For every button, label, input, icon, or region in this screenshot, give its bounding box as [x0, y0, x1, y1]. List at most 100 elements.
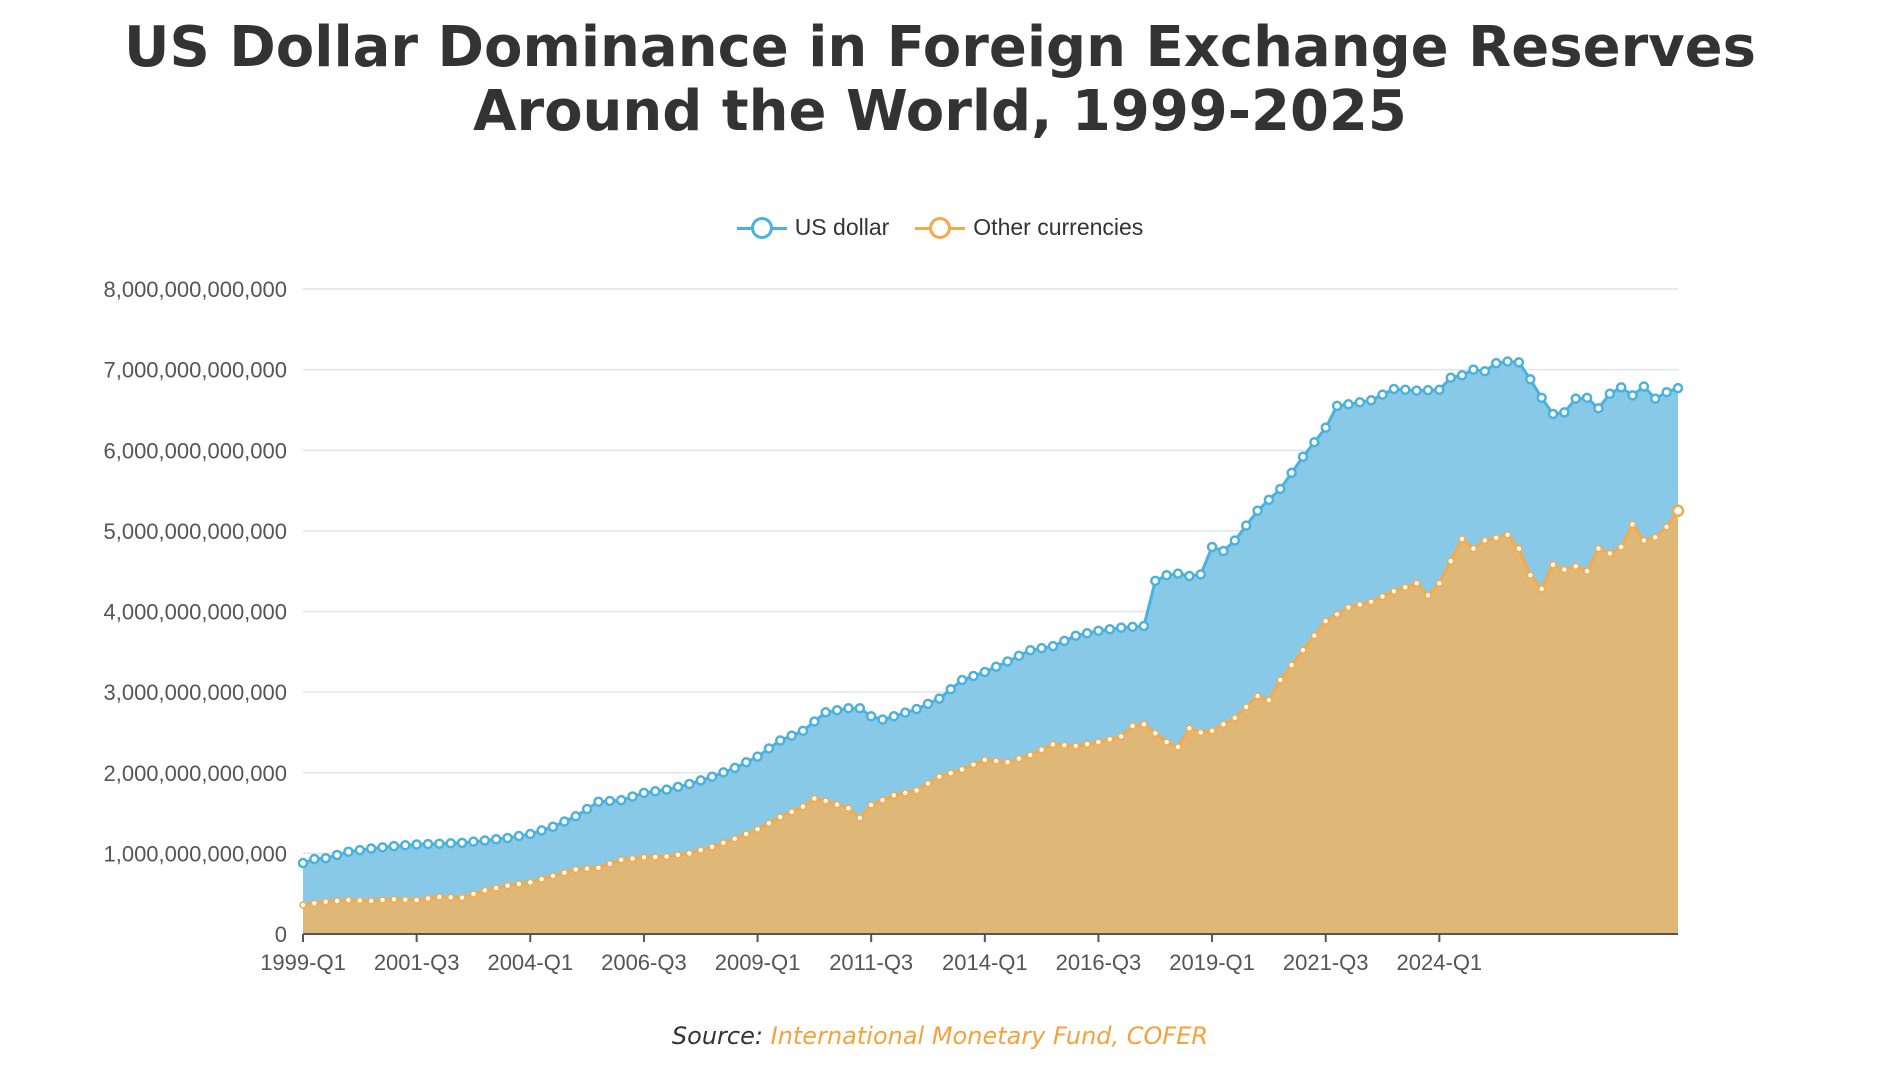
data-point-usd: [831, 705, 843, 716]
data-point-other: [1503, 531, 1512, 539]
data-point-other: [765, 819, 773, 827]
data-point-other: [367, 897, 375, 905]
data-point-usd: [1638, 381, 1650, 392]
data-point-usd: [934, 693, 945, 704]
data-point-usd: [320, 852, 331, 864]
data-point-other: [1321, 617, 1330, 625]
data-point-usd: [911, 703, 922, 715]
legend-item-other[interactable]: Other currencies: [915, 214, 1143, 241]
x-tick-label: 2011-Q3: [829, 950, 913, 975]
data-point-other: [890, 791, 898, 800]
data-point-usd: [525, 828, 536, 840]
data-point-other: [1140, 720, 1148, 729]
data-point-other: [299, 901, 307, 909]
data-point-other: [799, 802, 807, 811]
data-point-usd: [1275, 483, 1286, 495]
data-point-usd: [956, 674, 968, 686]
data-point-usd: [1559, 407, 1570, 418]
data-point-other: [1333, 610, 1341, 619]
data-point-other: [435, 893, 444, 901]
data-point-usd: [1297, 451, 1309, 462]
data-point-usd: [1331, 400, 1343, 412]
source-link[interactable]: International Monetary Fund, COFER: [770, 1022, 1209, 1050]
data-point-other: [1481, 536, 1489, 545]
data-point-usd: [411, 839, 422, 850]
data-point-usd: [1161, 569, 1172, 581]
x-axis: 1999-Q1 2001-Q3 2004-Q1 2006-Q3 2009-Q1 2011-…: [260, 933, 1678, 975]
legend-dot-other: [929, 216, 952, 239]
data-point-usd: [1263, 494, 1275, 506]
data-point-other: [412, 896, 421, 904]
data-point-usd: [1672, 382, 1684, 394]
data-point-other: [1185, 724, 1194, 733]
data-point-other: [401, 895, 410, 904]
data-point-usd: [820, 707, 831, 718]
data-point-usd: [775, 735, 786, 746]
data-point-other: [651, 853, 660, 861]
data-point-usd: [1047, 640, 1059, 652]
data-point-other: [1446, 557, 1455, 565]
x-tick-label: 2016-Q3: [1056, 950, 1142, 975]
data-point-other: [1356, 600, 1364, 609]
x-tick-label: 2019-Q1: [1169, 950, 1255, 975]
data-point-usd: [729, 762, 741, 774]
data-point-other: [515, 880, 523, 888]
data-point-usd: [593, 796, 604, 808]
data-point-usd: [1468, 364, 1479, 375]
data-point-usd: [1490, 357, 1502, 369]
data-point-usd: [479, 835, 491, 846]
data-point-usd: [865, 711, 877, 722]
data-point-other: [878, 796, 887, 804]
y-tick-label: 0: [275, 922, 287, 947]
data-point-usd: [1570, 393, 1581, 404]
data-point-other: [912, 786, 921, 795]
data-point-usd: [888, 711, 900, 722]
data-point-other: [1378, 592, 1387, 601]
data-point-other: [503, 881, 512, 890]
data-point-other: [1515, 544, 1523, 553]
data-point-other: [810, 794, 819, 803]
data-point-usd: [1513, 357, 1525, 368]
data-point-other: [1162, 738, 1171, 746]
y-tick-label: 7,000,000,000,000: [103, 358, 287, 383]
data-point-usd: [627, 791, 638, 802]
data-point-other: [1219, 720, 1228, 729]
data-point-usd: [1536, 392, 1547, 404]
legend-marker-other: [915, 216, 966, 240]
data-point-usd: [400, 840, 411, 851]
data-point-usd: [1547, 408, 1559, 420]
data-point-other: [492, 884, 500, 892]
data-point-usd: [456, 837, 468, 849]
data-point-usd: [979, 666, 991, 678]
data-point-other: [674, 851, 682, 859]
data-point-other: [1242, 703, 1250, 711]
data-point-usd: [604, 795, 616, 807]
data-point-other: [333, 897, 341, 905]
data-point-other: [1594, 544, 1603, 553]
data-point-other: [958, 765, 966, 774]
chart-svg: 0 1,000,000,000,000 2,000,000,000,000 3,000…: [103, 277, 1685, 975]
data-point-usd: [797, 725, 809, 737]
data-point-usd: [547, 821, 559, 833]
data-point-other: [1265, 696, 1273, 704]
data-point-other: [1458, 535, 1466, 543]
data-point-usd: [536, 825, 547, 836]
data-point-usd: [1059, 635, 1070, 647]
data-point-other: [696, 846, 705, 854]
data-point-other: [1196, 728, 1205, 737]
data-point-other: [1060, 741, 1069, 750]
data-point-usd: [468, 836, 479, 847]
data-point-other: [1469, 544, 1478, 553]
data-point-other: [390, 895, 398, 904]
data-point-usd: [763, 743, 775, 754]
data-point-usd: [1252, 505, 1263, 516]
x-tick-label: 2001-Q3: [374, 950, 460, 975]
data-point-usd: [502, 832, 513, 844]
data-point-other: [1628, 520, 1637, 529]
legend-item-usd[interactable]: US dollar: [736, 214, 889, 241]
data-point-other: [424, 894, 432, 903]
data-point-usd: [1320, 422, 1331, 433]
data-point-usd: [990, 661, 1002, 672]
data-point-usd: [354, 844, 366, 856]
data-point-other: [1651, 533, 1660, 542]
